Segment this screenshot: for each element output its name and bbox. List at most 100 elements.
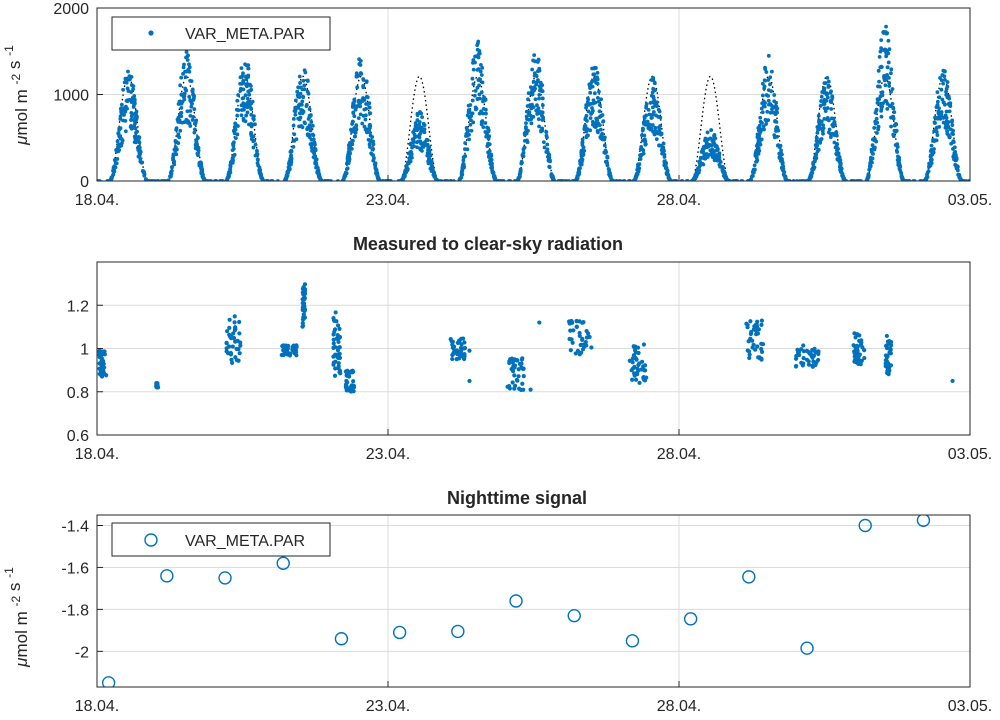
par-point: [253, 142, 258, 147]
par-point: [723, 174, 728, 178]
par-point: [881, 31, 886, 35]
par-point: [698, 155, 703, 160]
par-point: [770, 107, 774, 112]
par-point: [291, 144, 296, 149]
par-point: [587, 82, 592, 87]
par-point: [367, 122, 372, 127]
nighttime-point: [625, 634, 640, 648]
par-point: [940, 73, 945, 77]
par-point: [762, 104, 767, 109]
par-point: [302, 68, 307, 73]
par-point: [841, 174, 845, 179]
par-point: [129, 123, 133, 128]
par-point: [192, 130, 197, 135]
ratio-point: [225, 329, 230, 334]
par-point: [475, 43, 480, 48]
par-point: [588, 86, 593, 91]
ratio-point: [337, 326, 342, 331]
ratio-point: [450, 356, 455, 362]
ratio-point: [99, 363, 104, 368]
par-point: [189, 104, 194, 109]
par-point: [406, 161, 411, 166]
par-point: [188, 109, 193, 113]
ratio-dots: [97, 282, 955, 394]
par-point: [189, 101, 194, 106]
par-point: [304, 104, 309, 109]
par-point: [660, 151, 664, 156]
par-point: [426, 159, 431, 164]
par-point: [529, 89, 534, 94]
ratio-point: [745, 348, 750, 353]
par-point: [828, 132, 833, 136]
ratio-point: [759, 346, 764, 352]
ratio-point: [804, 348, 810, 353]
par-point: [428, 153, 433, 158]
par-point: [872, 147, 877, 152]
par-point: [416, 134, 420, 139]
par-point: [644, 104, 649, 109]
par-point: [948, 101, 953, 106]
par-point: [818, 104, 823, 108]
par-point: [469, 118, 473, 123]
par-point: [191, 98, 196, 102]
ratio-point: [345, 388, 351, 393]
y-tick-label: -2: [75, 644, 89, 661]
par-point: [697, 160, 702, 165]
par-point: [371, 139, 376, 144]
par-point: [893, 143, 898, 147]
par-point: [238, 75, 243, 80]
par-point: [123, 105, 127, 110]
par-point: [540, 103, 545, 108]
ratio-point: [641, 377, 647, 382]
par-point: [475, 47, 480, 52]
par-point: [597, 109, 602, 114]
ratio-point: [801, 349, 807, 354]
ratio-point: [455, 340, 460, 345]
par-point: [819, 94, 824, 99]
par-point: [942, 69, 947, 74]
par-point: [241, 79, 246, 83]
par-point: [832, 133, 837, 137]
par-point: [952, 145, 957, 150]
par-point: [185, 109, 190, 114]
par-point: [299, 102, 304, 107]
y-tick-label: 1.2: [67, 298, 89, 315]
par-point: [292, 109, 297, 113]
par-point: [471, 58, 476, 62]
par-point: [296, 105, 301, 110]
par-point: [937, 124, 942, 129]
par-point: [766, 118, 771, 123]
par-point: [657, 130, 661, 135]
par-point: [129, 118, 133, 122]
par-point: [821, 126, 826, 131]
par-point: [590, 79, 594, 84]
par-point: [362, 98, 367, 102]
par-point: [884, 24, 888, 29]
ratio-point: [97, 349, 102, 354]
ratio-point: [806, 362, 812, 367]
par-point: [179, 92, 184, 97]
par-point: [477, 96, 482, 101]
par-point: [358, 58, 363, 63]
par-point: [185, 58, 190, 62]
nighttime-point: [683, 612, 698, 626]
par-point: [465, 147, 470, 152]
par-point: [251, 145, 256, 150]
grid-2: [97, 262, 970, 435]
ratio-point: [517, 386, 522, 391]
par-point: [755, 158, 760, 163]
par-point: [255, 157, 260, 162]
ratio-point: [885, 366, 890, 371]
par-point: [647, 112, 652, 117]
par-point: [580, 137, 585, 142]
par-point: [640, 126, 645, 131]
par-point: [935, 99, 940, 104]
par-point: [471, 67, 476, 72]
ratio-point: [507, 386, 512, 391]
par-point: [879, 108, 884, 113]
x-tick-label: 03.05.: [948, 192, 992, 209]
par-point: [411, 144, 416, 149]
par-point: [885, 73, 889, 77]
par-point: [478, 77, 483, 82]
par-point: [252, 138, 257, 143]
